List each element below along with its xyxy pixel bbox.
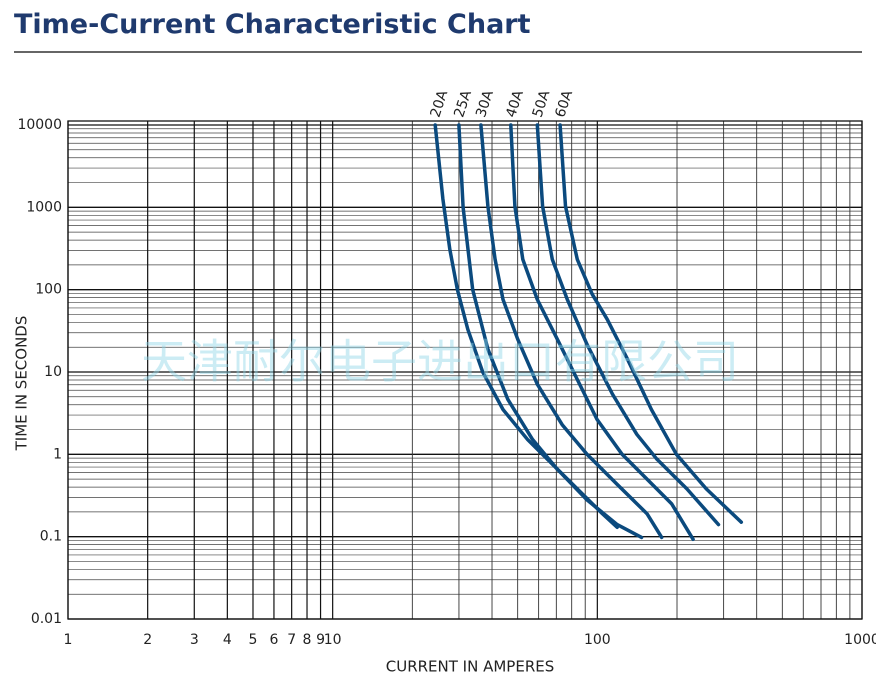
x-axis-label: CURRENT IN AMPERES	[386, 658, 555, 676]
grid	[67, 120, 863, 620]
x-tick-label: 10	[324, 632, 342, 648]
curves	[433, 123, 744, 542]
chart-title: Time-Current Characteristic Chart	[14, 9, 531, 40]
x-tick-label: 9	[316, 632, 325, 648]
x-tick-label: 3	[190, 632, 199, 648]
series-label: 30A	[473, 88, 497, 119]
x-tick-label: 2	[143, 632, 152, 648]
series-label: 20A	[428, 88, 452, 119]
series-label: 40A	[503, 88, 527, 119]
y-tick-label: 10000	[17, 117, 62, 133]
curve	[479, 123, 664, 540]
curve	[457, 123, 644, 540]
series-label: 25A	[451, 88, 475, 119]
series-label: 50A	[530, 88, 554, 119]
y-tick-label: 1	[53, 446, 62, 462]
x-tick-label: 6	[269, 632, 278, 648]
y-tick-label: 10	[44, 364, 62, 380]
x-tick-label: 1	[64, 632, 73, 648]
x-tick-label: 100	[584, 632, 611, 648]
y-tick-label: 0.01	[31, 611, 62, 627]
x-tick-label: 5	[249, 632, 258, 648]
y-tick-label: 0.1	[40, 529, 62, 545]
y-axis-label: TIME IN SECONDS	[13, 316, 31, 452]
plot-frame	[67, 120, 863, 620]
x-tick-label: 4	[223, 632, 232, 648]
x-tick-label: 1000	[844, 632, 876, 648]
curve	[558, 123, 744, 524]
series-label: 60A	[552, 88, 576, 119]
y-tick-label: 100	[35, 282, 62, 298]
curve	[535, 123, 721, 527]
watermark: 天津耐尔电子进出口有限公司	[141, 335, 739, 389]
x-tick-label: 8	[303, 632, 312, 648]
curve	[509, 123, 695, 542]
x-tick-label: 7	[287, 632, 296, 648]
y-tick-label: 1000	[26, 199, 62, 215]
